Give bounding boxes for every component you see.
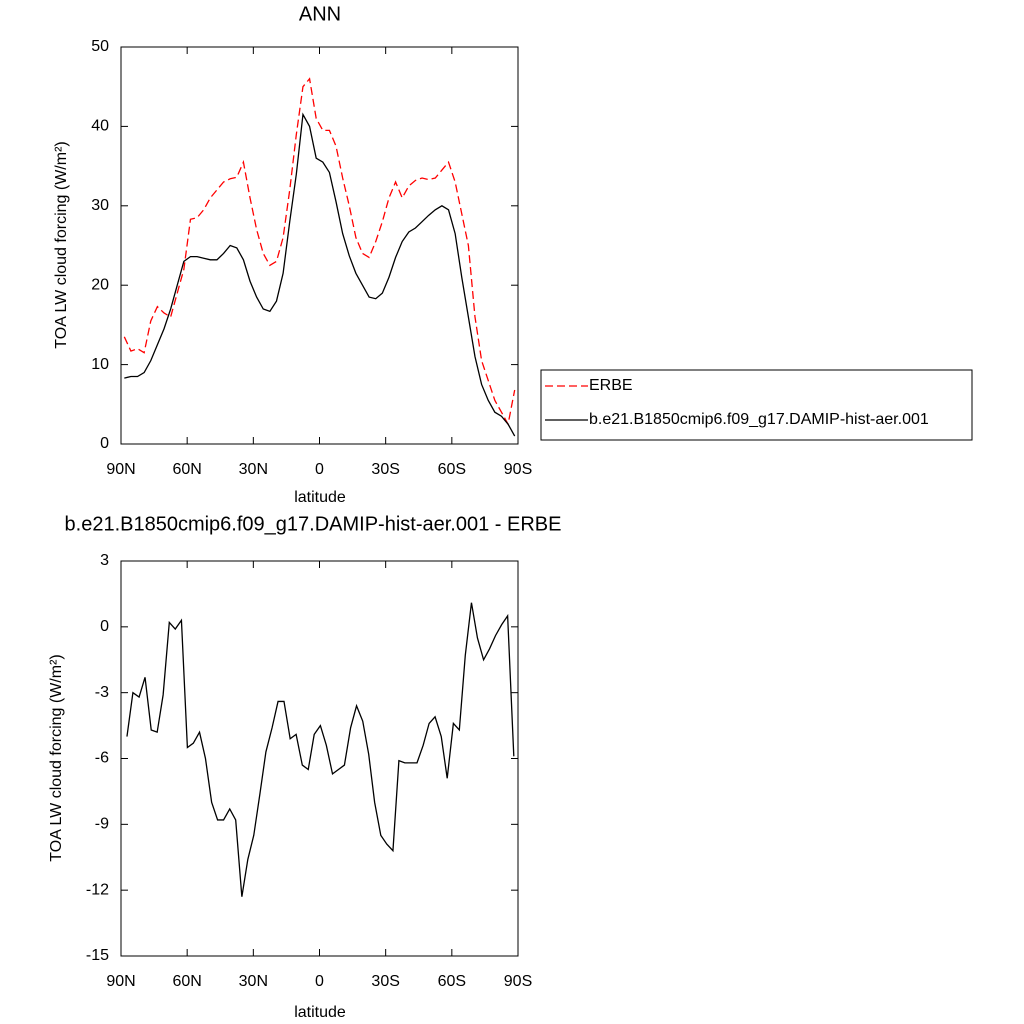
y-tick-label: -3 [95,684,109,701]
x-tick-label: 30S [371,461,399,478]
x-tick-label: 30S [371,973,399,990]
x-tick-label: 90N [106,461,135,478]
x-tick-label: 0 [315,973,324,990]
data-line [126,602,515,897]
x-tick-label: 90N [106,973,135,990]
legend-label: ERBE [589,377,633,394]
y-tick-label: 0 [100,618,109,635]
legend-label: b.e21.B1850cmip6.f09_g17.DAMIP-hist-aer.… [589,411,929,428]
chart-title: ANN [299,3,341,25]
x-tick-label: 90S [504,461,532,478]
x-tick-label: 90S [504,973,532,990]
x-tick-label: 60S [438,973,466,990]
y-axis-label: TOA LW cloud forcing (W/m²) [48,654,65,861]
x-axis-label: latitude [294,489,346,506]
y-tick-label: 30 [91,197,109,214]
legend-box [540,369,973,441]
plot-frame [120,560,519,957]
data-line [123,77,516,427]
x-axis-label: latitude [294,1004,346,1021]
y-tick-label: 10 [91,356,109,373]
y-tick-label: -15 [86,947,109,964]
chart-title: b.e21.B1850cmip6.f09_g17.DAMIP-hist-aer.… [65,513,562,535]
y-tick-label: -9 [95,816,109,833]
y-tick-label: 40 [91,118,109,135]
x-tick-label: 0 [315,461,324,478]
y-tick-label: 3 [100,552,109,569]
y-tick-label: 0 [100,435,109,452]
y-tick-label: 20 [91,276,109,293]
y-axis-label: TOA LW cloud forcing (W/m²) [53,141,70,348]
x-tick-label: 30N [239,973,268,990]
x-tick-label: 30N [239,461,268,478]
y-tick-label: 50 [91,38,109,55]
x-tick-label: 60N [172,461,201,478]
y-tick-label: -12 [86,881,109,898]
x-tick-label: 60N [172,973,201,990]
plot-frame [120,46,519,445]
x-tick-label: 60S [438,461,466,478]
y-tick-label: -6 [95,750,109,767]
data-line [124,112,516,437]
